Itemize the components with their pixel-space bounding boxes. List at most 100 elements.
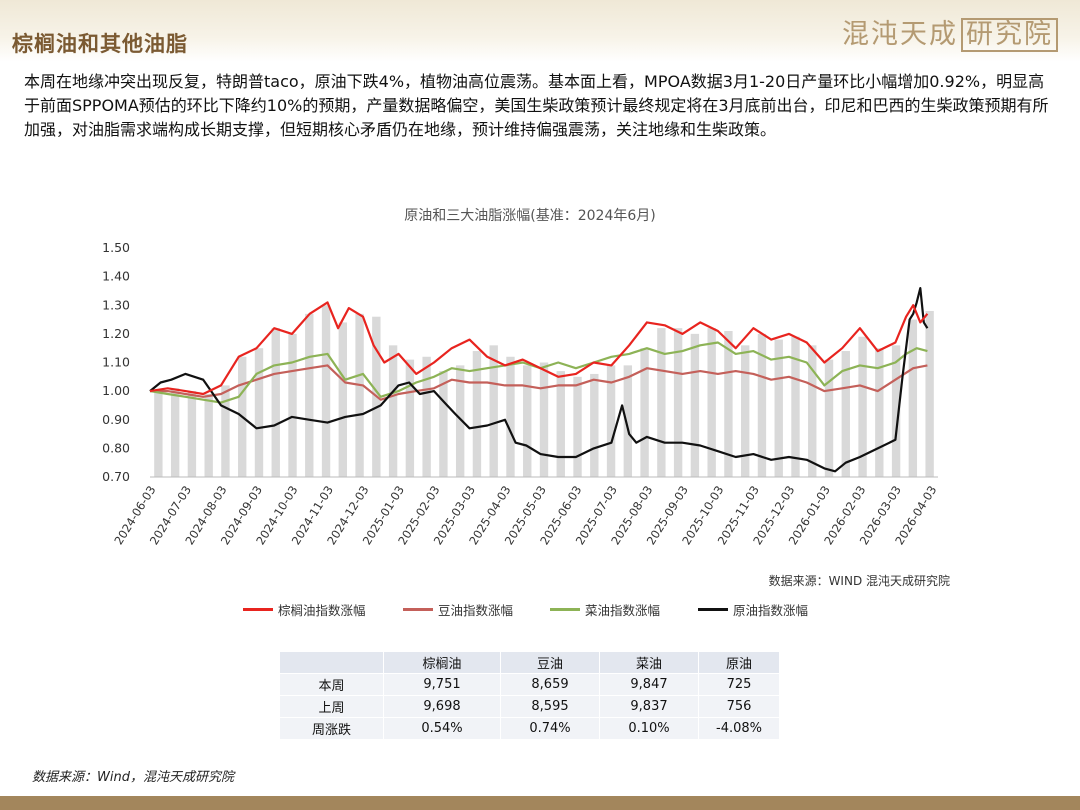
logo-text: 混沌天成 [842,19,958,50]
y-tick-label: 0.70 [102,469,130,484]
table-row-label: 周涨跌 [279,717,384,740]
background-bar [321,305,331,477]
table-cell: 9,698 [383,695,501,718]
table-header-cell: 豆油 [500,651,600,674]
table-cell: 9,837 [599,695,699,718]
x-axis: 2024-06-032024-07-032024-08-032024-09-03… [111,476,939,547]
legend-item-rapeseed: 菜油指数涨幅 [550,600,660,619]
background-bar [858,336,867,477]
background-bar [757,333,767,477]
background-bar [741,345,750,477]
table-cell: 9,847 [599,673,699,696]
table-row-label: 上周 [279,695,384,718]
weekly-stats-table: 棕榈油 豆油 菜油 原油 本周 9,751 8,659 9,847 725 上周… [279,651,780,740]
background-bar [154,391,163,477]
y-tick-label: 0.80 [102,440,130,455]
chart-legend: 棕榈油指数涨幅 豆油指数涨幅 菜油指数涨幅 原油指数涨幅 [243,600,843,618]
y-tick-label: 1.40 [102,269,130,284]
table-header-cell: 菜油 [599,651,699,674]
table-cell: 9,751 [383,673,501,696]
background-bar [204,393,213,477]
background-bar [170,388,180,477]
background-bar [824,359,834,477]
bottom-bar [0,796,1080,810]
background-bar [841,351,850,477]
table-row: 本周 9,751 8,659 9,847 725 [279,673,780,696]
background-bar [690,333,700,477]
table-cell: 756 [698,695,780,718]
legend-swatch-soy [403,608,433,611]
legend-swatch-rapeseed [550,608,580,611]
background-bar [455,365,465,477]
background-bar [422,356,431,477]
background-bar [707,328,716,477]
legend-label-rapeseed: 菜油指数涨幅 [585,603,661,618]
table-cell: 0.10% [599,717,699,740]
y-tick-label: 1.00 [102,383,130,398]
background-bar [187,391,197,477]
page-title: 棕榈油和其他油脂 [12,32,188,56]
background-bar [724,331,733,477]
chart-source: 数据来源：WIND 混沌天成研究院 [769,573,950,588]
y-tick-label: 1.20 [102,326,130,341]
background-bar [489,345,498,477]
background-bar [808,345,817,477]
background-bar [405,359,415,477]
table-cell: 0.54% [383,717,501,740]
legend-label-crude: 原油指数涨幅 [733,603,809,618]
table-cell: -4.08% [698,717,780,740]
background-bar [472,351,482,477]
legend-swatch-crude [698,608,728,611]
background-bar [556,371,565,477]
header-band: 棕榈油和其他油脂 混沌天成 研究院 [0,0,1080,62]
summary-paragraph: 本周在地缘冲突出现反复，特朗普taco，原油下跌4%，植物油高位震荡。基本面上看… [24,72,1049,139]
legend-item-crude: 原油指数涨幅 [698,600,808,619]
footer-source: 数据来源：Wind，混沌天成研究院 [32,770,234,785]
y-tick-label: 1.30 [102,297,130,312]
series-lines [149,287,929,473]
table-header-cell: 原油 [698,651,780,674]
table-row-label: 本周 [279,673,384,696]
background-bar [338,322,347,477]
legend-item-soy: 豆油指数涨幅 [403,600,513,619]
logo-box-text: 研究院 [961,18,1058,52]
background-bar [271,328,280,477]
background-bar [506,356,515,477]
background-bar [875,348,884,477]
background-bar [606,365,616,477]
chart-title: 原油和三大油脂涨幅(基准：2024年6月) [404,207,655,224]
background-bar [657,328,666,477]
legend-item-palm: 棕榈油指数涨幅 [243,600,366,619]
background-bar [305,313,314,477]
series-line-2 [149,341,928,404]
series-line-3 [149,287,929,473]
table-cell: 725 [698,673,780,696]
table-header-cell: 棕榈油 [383,651,501,674]
series-line-0 [149,301,929,396]
background-bar [590,373,599,477]
table-header-cell [279,651,384,674]
table-cell: 8,595 [500,695,600,718]
price-change-chart: 原油和三大油脂涨幅(基准：2024年6月) 0.70 0.80 0.90 1.00 1.… [102,207,950,588]
background-bar [908,319,918,477]
background-bar [221,385,230,477]
background-bar [539,362,549,477]
legend-label-palm: 棕榈油指数涨幅 [278,603,366,618]
background-bar [439,371,448,477]
y-axis: 0.70 0.80 0.90 1.00 1.10 1.20 1.30 1.40 1.50 [102,240,130,484]
background-bar [288,333,297,477]
y-tick-label: 0.90 [102,412,130,427]
table-cell: 0.74% [500,717,600,740]
table-cell: 8,659 [500,673,600,696]
series-line-1 [150,364,928,401]
background-bar [523,365,532,477]
background-bar [623,365,633,477]
background-bar [791,336,800,477]
legend-label-soy: 豆油指数涨幅 [438,603,514,618]
table-row: 上周 9,698 8,595 9,837 756 [279,695,780,718]
background-bar [573,376,582,477]
legend-swatch-palm [243,608,273,611]
company-logo: 混沌天成 研究院 [842,12,1058,52]
background-bar [640,348,649,477]
y-tick-label: 1.50 [102,240,130,255]
